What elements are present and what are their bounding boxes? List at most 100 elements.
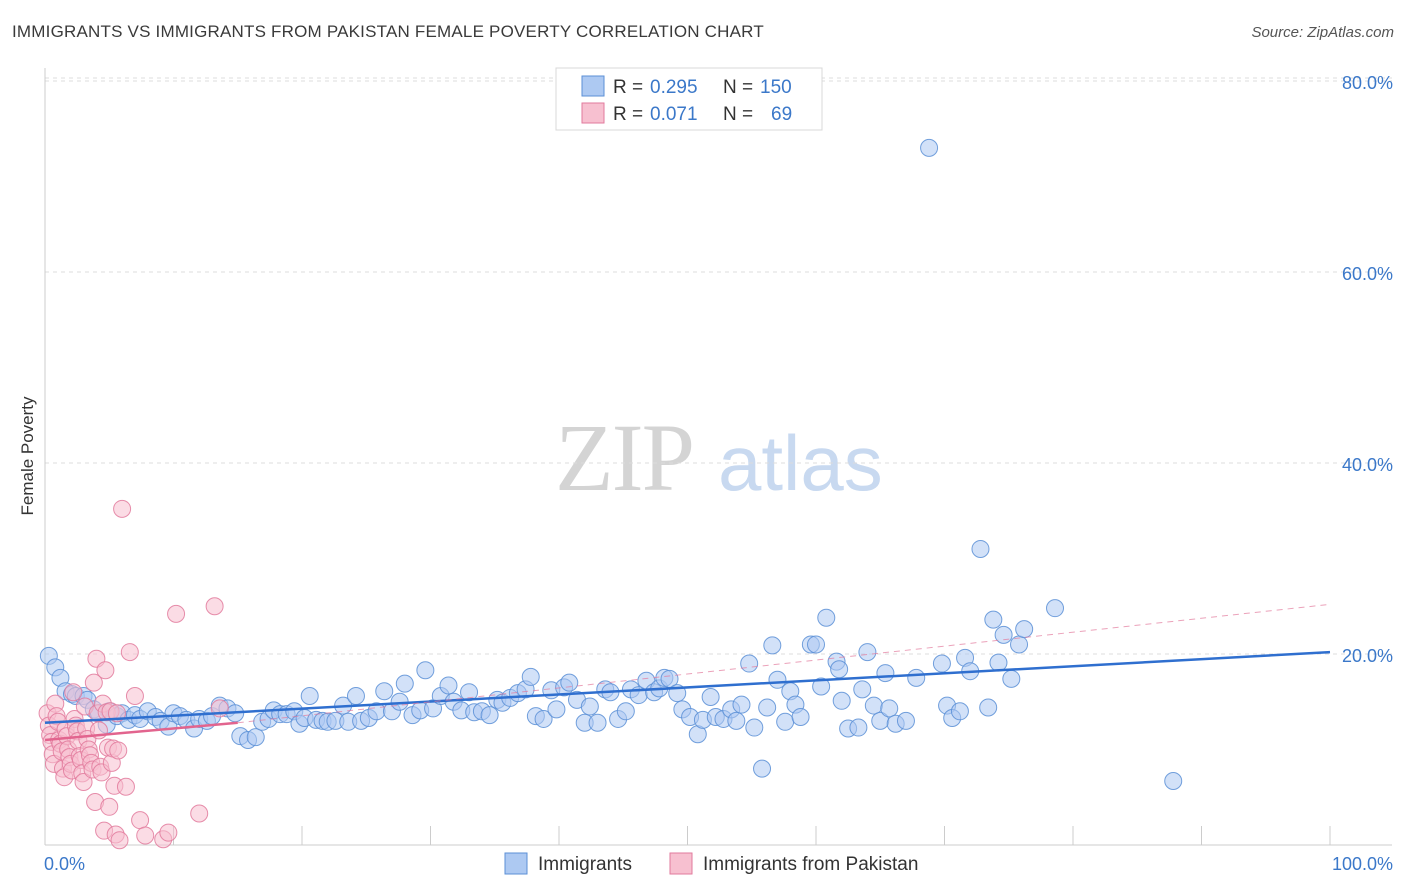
- source-label: Source: ZipAtlas.com: [1251, 24, 1394, 41]
- immigrants-point-133: [896, 711, 915, 730]
- immigrants-point-125: [849, 718, 868, 737]
- immigrants-point-143: [979, 698, 998, 717]
- y-tick-label-20: 20.0%: [1342, 646, 1393, 666]
- x-tick-label-100: 100.0%: [1332, 854, 1393, 874]
- pakistan-point-60: [125, 687, 144, 706]
- immigrants-point-136: [932, 654, 951, 673]
- immigrants-point-110: [758, 698, 777, 717]
- pakistan-point-36: [84, 673, 103, 692]
- pakistan-point-45: [96, 661, 115, 680]
- y-axis-label: Female Poverty: [18, 396, 37, 516]
- pakistan-trend-extension: [237, 603, 1331, 724]
- immigrants-point-119: [812, 677, 831, 696]
- pakistan-point-20: [64, 683, 83, 702]
- immigrants-point-149: [1015, 620, 1034, 639]
- immigrants-point-53: [375, 682, 394, 701]
- immigrants-point-113: [776, 712, 795, 731]
- immigrants-point-112: [768, 670, 787, 689]
- immigrants-point-130: [876, 664, 895, 683]
- pakistan-point-61: [131, 811, 150, 830]
- immigrants-point-109: [753, 759, 772, 778]
- immigrants-point-62: [439, 676, 458, 695]
- data-points: [38, 138, 1183, 850]
- immigrants-point-118: [807, 635, 825, 654]
- series-immigrants: [39, 138, 1183, 791]
- immigrants-point-142: [971, 539, 990, 558]
- pakistan-trend-line: [44, 721, 238, 742]
- pakistan-point-57: [113, 499, 132, 518]
- pakistan-point-59: [120, 643, 139, 662]
- chart-title: IMMIGRANTS VS IMMIGRANTS FROM PAKISTAN F…: [12, 22, 764, 41]
- grid-lines: [45, 77, 1392, 655]
- immigrants-point-74: [521, 667, 540, 686]
- pakistan-point-67: [205, 597, 224, 616]
- x-tick-label-0: 0.0%: [44, 854, 85, 874]
- immigrants-point-78: [547, 700, 566, 719]
- immigrants-point-106: [732, 695, 751, 714]
- immigrants-point-65: [460, 683, 479, 702]
- immigrants-trend-line: [44, 650, 1331, 725]
- immigrants-point-107: [740, 654, 759, 673]
- immigrants-point-42: [300, 687, 319, 706]
- immigrants-point-144: [984, 610, 1003, 629]
- immigrants-point-88: [616, 702, 635, 721]
- pakistan-point-62: [136, 826, 155, 845]
- bottom-legend-swatch-pakistan: [669, 852, 693, 875]
- immigrants-point-123: [832, 691, 851, 710]
- pakistan-point-66: [190, 804, 209, 823]
- immigrants-point-56: [395, 674, 414, 693]
- immigrants-point-131: [880, 699, 899, 718]
- pakistan-point-55: [109, 741, 128, 760]
- immigrants-point-84: [588, 713, 607, 732]
- immigrants-point-127: [858, 643, 877, 662]
- immigrants-point-139: [950, 702, 969, 721]
- immigrants-point-126: [853, 680, 872, 699]
- bottom-legend-swatch-immigrants: [504, 852, 528, 875]
- legend-swatch-immigrants: [581, 75, 605, 97]
- pakistan-point-56: [110, 831, 129, 850]
- y-tick-label-60: 60.0%: [1342, 264, 1393, 284]
- legend-n-value-immigrants: 150: [760, 77, 792, 98]
- bottom-legend-pakistan: Immigrants from Pakistan: [703, 854, 918, 875]
- immigrants-point-128: [864, 696, 883, 715]
- immigrants-point-76: [534, 709, 553, 728]
- legend-r-label-immigrants: R =: [613, 77, 643, 98]
- y-tick-label-80: 80.0%: [1342, 73, 1393, 93]
- immigrants-point-105: [727, 711, 746, 730]
- legend-r-value-pakistan: 0.071: [650, 104, 698, 125]
- pakistan-point-48: [100, 797, 119, 816]
- legend-r-label-pakistan: R =: [613, 104, 643, 125]
- immigrants-point-83: [580, 697, 599, 716]
- immigrants-point-59: [416, 661, 435, 680]
- tick-labels: 20.0% 40.0% 60.0% 80.0% 0.0% 100.0%: [44, 73, 1393, 874]
- trend-lines: [44, 603, 1331, 742]
- series-pakistan: [38, 499, 229, 850]
- legend-n-value-pakistan: 69: [771, 104, 792, 125]
- immigrants-point-147: [1002, 669, 1021, 688]
- immigrants-point-120: [817, 608, 836, 627]
- immigrants-point-151: [1164, 772, 1183, 791]
- bottom-legend-immigrants: Immigrants: [538, 854, 632, 875]
- legend-swatch-pakistan: [581, 102, 605, 124]
- immigrants-point-68: [480, 706, 499, 725]
- pakistan-point-65: [167, 604, 186, 623]
- pakistan-point-58: [116, 777, 135, 796]
- pakistan-point-28: [74, 772, 93, 791]
- y-tick-label-40: 40.0%: [1342, 455, 1393, 475]
- immigrants-point-108: [745, 718, 764, 737]
- immigrants-point-122: [830, 660, 849, 679]
- immigrants-point-101: [701, 687, 720, 706]
- legend-r-value-immigrants: 0.295: [650, 77, 698, 98]
- legend-n-label-pakistan: N =: [723, 104, 753, 125]
- immigrants-point-80: [560, 673, 579, 692]
- immigrants-point-49: [346, 687, 365, 706]
- immigrants-point-33: [246, 728, 265, 747]
- pakistan-point-64: [159, 823, 178, 842]
- immigrants-point-111: [763, 636, 782, 655]
- immigrants-point-145: [989, 653, 1008, 672]
- legend-n-label-immigrants: N =: [723, 77, 753, 98]
- legend: R = 0.295 N = 150 R = 0.071 N = 69: [555, 67, 823, 131]
- watermark-zip: ZIP: [555, 404, 693, 511]
- immigrants-point-134: [907, 668, 926, 687]
